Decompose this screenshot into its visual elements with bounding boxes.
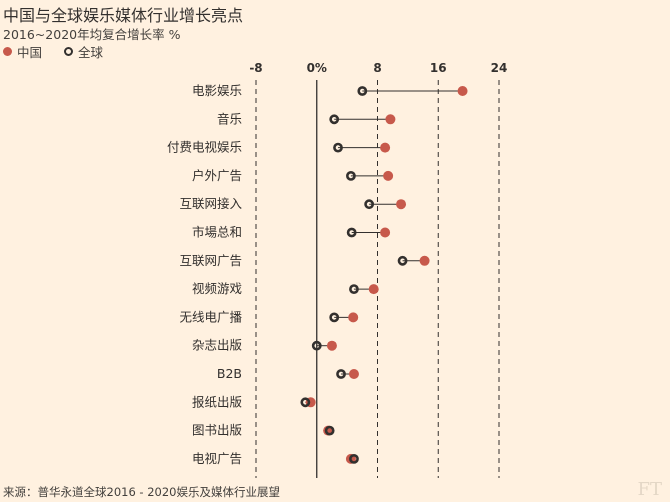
chart-title: 中国与全球娱乐媒体行业增长亮点 [3, 6, 244, 25]
china-dot [380, 142, 391, 153]
x-tick-label: 0% [307, 61, 327, 75]
china-dot [457, 86, 468, 96]
global-dot [329, 114, 340, 125]
x-tick-label: 8 [373, 61, 381, 75]
global-dot [349, 284, 359, 294]
china-dot [380, 227, 391, 238]
global-dot [311, 340, 322, 351]
category-label: 户外广告 [192, 168, 242, 183]
china-dot [385, 114, 396, 125]
source-note: 来源：普华永道全球2016 - 2020娱乐及媒体行业展望 [3, 485, 280, 499]
global-dot [346, 227, 357, 238]
category-label: 无线电广播 [179, 309, 242, 324]
category-label: 市場总和 [192, 225, 242, 240]
china-dot [348, 312, 359, 323]
category-label: 电影娱乐 [192, 83, 242, 98]
china-dot-icon [3, 47, 12, 56]
global-dot [336, 369, 346, 379]
global-dot [324, 425, 335, 436]
x-tick-label: -8 [249, 61, 262, 75]
china-dot [419, 255, 430, 266]
legend: 中国 全球 [3, 42, 125, 61]
category-label: 报纸出版 [192, 394, 243, 409]
legend-label-global: 全球 [78, 45, 104, 60]
legend-label-china: 中国 [17, 45, 43, 60]
category-label: 杂志出版 [192, 338, 243, 353]
category-label: 互联网接入 [179, 196, 242, 211]
china-dot [348, 369, 359, 379]
legend-item-global: 全球 [64, 42, 103, 61]
global-ring-icon [64, 47, 74, 56]
china-dot [326, 340, 337, 351]
global-dot [329, 312, 340, 323]
category-label: 电视广告 [192, 451, 242, 466]
global-dot [349, 453, 359, 464]
global-dot [300, 397, 311, 408]
china-dot [383, 170, 394, 181]
category-label: 付费电视娱乐 [167, 140, 242, 155]
ft-logo: FT [637, 479, 663, 500]
global-dot [364, 199, 375, 210]
global-dot [397, 255, 408, 266]
global-dot [346, 170, 356, 181]
x-tick-label: 16 [430, 61, 447, 75]
chart-subtitle: 2016~2020年均复合增长率 % [3, 27, 181, 42]
global-dot [357, 86, 368, 96]
category-label: 互联网广告 [179, 253, 242, 268]
global-dot [333, 142, 343, 153]
category-label: B2B [217, 366, 242, 381]
category-label: 视频游戏 [192, 281, 242, 296]
x-tick-label: 24 [491, 61, 508, 75]
category-label: 音乐 [217, 111, 242, 126]
china-dot [396, 199, 407, 210]
legend-item-china: 中国 [3, 42, 42, 61]
china-dot [368, 284, 379, 295]
category-label: 图书出版 [192, 423, 243, 438]
